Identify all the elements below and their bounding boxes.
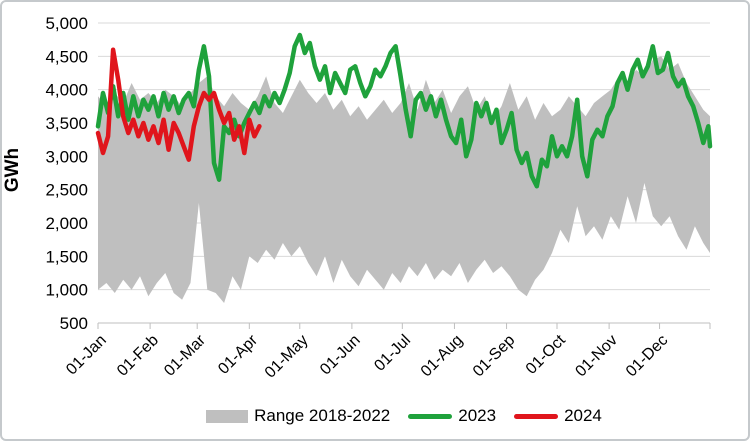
y-tick-label: 1,500 [45,247,88,266]
legend-label-2023: 2023 [458,406,497,425]
line-2024-swatch [514,413,559,419]
x-tick-label: 01-Aug [418,332,467,381]
series-line-2023 [95,32,713,189]
x-tick-label: 01-Mar [161,331,209,379]
x-tick-label: 01-Jan [63,332,110,379]
x-tick-label: 01-Jun [317,332,364,379]
y-axis-title: GWh [2,148,23,192]
y-tick-label: 2,500 [45,181,88,200]
y-tick-label: 5,000 [45,14,88,33]
line-2023-swatch [408,413,453,419]
series-line-2024 [95,47,262,162]
y-tick-label: 4,000 [45,81,88,100]
range-swatch [206,409,249,423]
x-tick-label: 01-Nov [572,332,620,380]
y-tick-label: 1,000 [45,281,88,300]
legend-item-2024: 2024 [514,406,602,426]
legend-item-2023: 2023 [408,406,496,426]
legend-label-2024: 2024 [564,406,602,425]
x-tick-label: 01-Oct [523,331,569,377]
y-tick-label: 3,500 [45,114,88,133]
y-tick-label: 2,000 [45,214,88,233]
legend-item-range: Range 2018-2022 [206,406,390,426]
x-tick-label: 01-May [262,332,312,382]
series-layer [95,32,713,303]
legend-label-range: Range 2018-2022 [254,406,391,425]
x-tick-label: 01-Sep [470,332,519,381]
x-tick-label: 01-Apr [215,331,261,377]
y-tick-label: 4,500 [45,47,88,66]
x-tick-label: 01-Jul [371,332,414,375]
y-tick-label: 500 [60,314,88,333]
range-band-area [98,56,710,303]
y-tick-label: 3,000 [45,147,88,166]
axes [97,322,711,329]
x-tick-label: 01-Feb [114,332,162,380]
x-tick-label: 01-Dec [623,332,671,380]
legend: Range 2018-2022 2023 2024 [2,400,748,432]
